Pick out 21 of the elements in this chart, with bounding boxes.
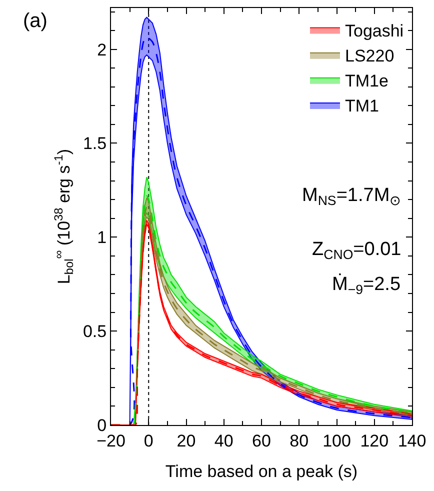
x-tick-label: 140 xyxy=(398,431,426,450)
x-tick-label: 0 xyxy=(144,431,154,450)
x-tick-label: 100 xyxy=(322,431,351,450)
text: (a) xyxy=(23,10,48,32)
legend-label: Togashi xyxy=(344,21,404,40)
legend-label: LS220 xyxy=(344,46,394,66)
legend-label: TM1 xyxy=(344,96,379,116)
x-axis-title: Time based on a peak (s) xyxy=(165,462,358,481)
x-tick-label: 60 xyxy=(252,431,271,450)
y-tick-label: 0.5 xyxy=(82,322,107,342)
x-tick-label: 20 xyxy=(176,431,196,450)
x-tick-label: 80 xyxy=(290,431,309,450)
annotation: Z$_{CNO}$=0.01 xyxy=(312,239,402,262)
y-tick-label: 1.5 xyxy=(82,134,107,154)
y-tick-label: 2 xyxy=(97,40,107,60)
y-tick-label: 1 xyxy=(97,228,107,248)
legend-label: TM1e xyxy=(344,72,388,91)
annotation: Ṁ$_{−9}$=2.5 xyxy=(332,273,401,297)
x-tick-label: 40 xyxy=(214,431,234,450)
x-tick-label: 120 xyxy=(360,431,389,450)
annotation: M$_{NS}$=1.7M$_{⊙}$ xyxy=(302,185,401,208)
